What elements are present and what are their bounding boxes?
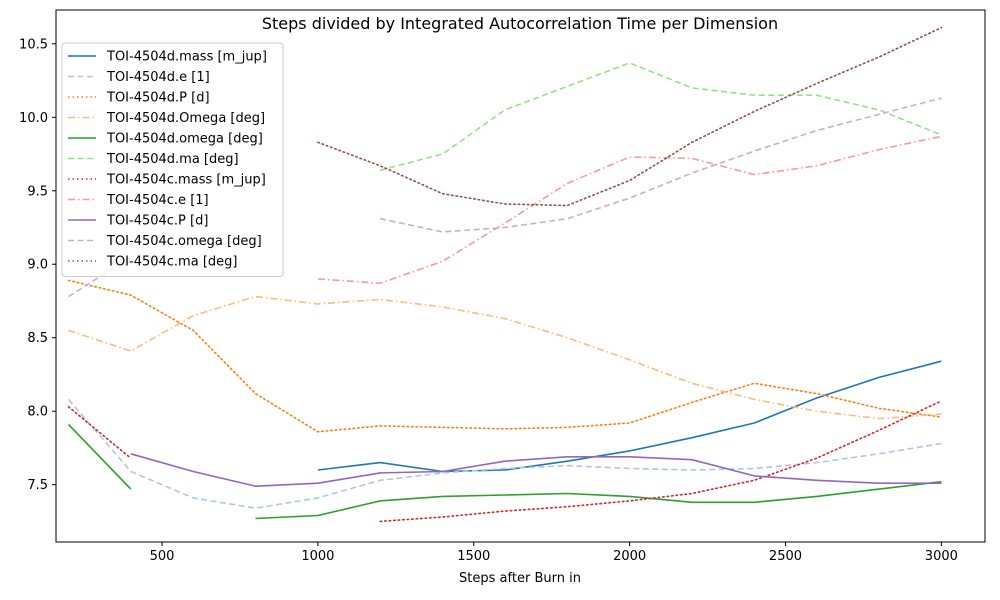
series-line-4 bbox=[67, 423, 942, 520]
legend-box bbox=[61, 42, 284, 277]
x-axis: 500 1000 1500 2000 2500 3000 bbox=[150, 542, 958, 564]
series-lines bbox=[67, 26, 943, 523]
y-tick-label: 8.0 bbox=[27, 405, 48, 420]
series-line-3 bbox=[68, 295, 942, 420]
series-line-6 bbox=[67, 400, 943, 523]
y-tick-label: 9.5 bbox=[27, 184, 48, 199]
series-line-1 bbox=[67, 398, 942, 509]
x-tick-label: 2000 bbox=[613, 549, 646, 564]
legend-entry-label: TOI-4504c.P [d] bbox=[106, 214, 208, 229]
legend-entry-label: TOI-4504c.ma [deg] bbox=[106, 255, 237, 270]
x-tick-label: 1500 bbox=[457, 549, 490, 564]
plot-frame bbox=[55, 9, 986, 543]
y-tick-label: 10.0 bbox=[19, 111, 48, 126]
legend-entry-label: TOI-4504d.mass [m_jup] bbox=[106, 50, 267, 65]
y-tick-label: 9.0 bbox=[27, 258, 48, 273]
legend-entry-label: TOI-4504d.e [1] bbox=[106, 70, 210, 85]
y-tick-label: 8.5 bbox=[27, 331, 48, 346]
x-tick-label: 3000 bbox=[925, 549, 958, 564]
series-line-8 bbox=[130, 453, 942, 487]
y-tick-label: 10.5 bbox=[19, 37, 48, 52]
chart-title: Steps divided by Integrated Autocorrelat… bbox=[262, 14, 778, 33]
legend: TOI-4504d.mass [m_jup] TOI-4504d.e [1] TOI… bbox=[61, 42, 284, 277]
y-axis: 7.5 8.0 8.5 9.0 9.5 10.0 10.5 bbox=[19, 37, 56, 493]
series-line-10 bbox=[317, 26, 943, 207]
legend-entry-label: TOI-4504d.Omega [deg] bbox=[106, 111, 265, 126]
legend-entry-label: TOI-4504d.ma [deg] bbox=[106, 152, 239, 167]
x-tick-label: 1000 bbox=[301, 549, 334, 564]
legend-entry-label: TOI-4504c.mass [m_jup] bbox=[106, 173, 266, 188]
x-tick-label: 2500 bbox=[769, 549, 802, 564]
legend-entry-label: TOI-4504d.P [d] bbox=[106, 91, 210, 106]
legend-entry-label: TOI-4504c.e [1] bbox=[106, 193, 209, 208]
y-tick-label: 7.5 bbox=[27, 478, 48, 493]
legend-entry-label: TOI-4504d.omega [deg] bbox=[106, 132, 263, 147]
series-line-2 bbox=[67, 279, 943, 433]
series-line-0 bbox=[317, 360, 942, 473]
x-tick-label: 500 bbox=[150, 549, 175, 564]
x-axis-label: Steps after Burn in bbox=[459, 571, 581, 586]
series-line-5 bbox=[379, 62, 942, 171]
legend-entry-label: TOI-4504c.omega [deg] bbox=[106, 234, 262, 249]
series-line-7 bbox=[317, 135, 942, 285]
